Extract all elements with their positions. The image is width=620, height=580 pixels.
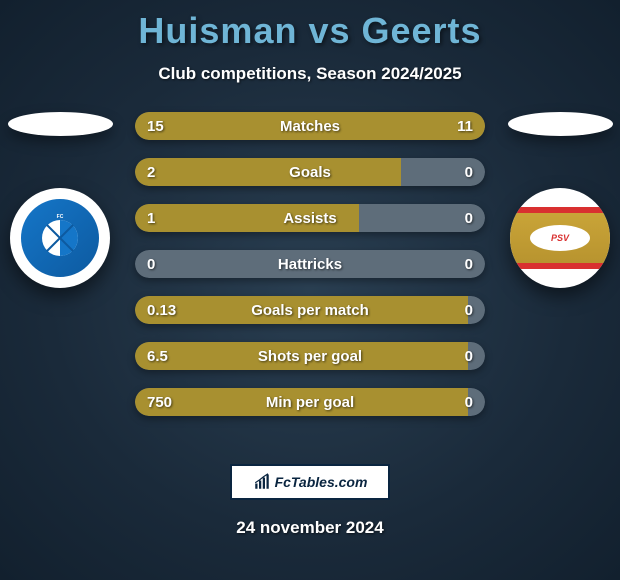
stat-row: Assists1 0 xyxy=(135,204,485,232)
player-left-badge: FC xyxy=(10,188,110,288)
player-right-column: PSV xyxy=(500,112,620,288)
player-right-badge: PSV xyxy=(510,188,610,288)
stat-row: Matches15 11 xyxy=(135,112,485,140)
svg-text:FC: FC xyxy=(57,214,64,220)
stat-value-left: 6.5 xyxy=(147,342,168,370)
stat-value-left: 750 xyxy=(147,388,172,416)
stat-value-right: 0 xyxy=(465,342,473,370)
comparison-main: FC PSV Matches1511Goals20Assists10Hattri… xyxy=(0,112,620,442)
fctables-logo[interactable]: FcTables.com xyxy=(230,464,390,500)
stat-label: Shots per goal xyxy=(135,342,485,370)
stat-value-right: 11 xyxy=(457,112,473,140)
fctables-logo-text: FcTables.com xyxy=(275,474,368,490)
stat-value-left: 0 xyxy=(147,250,155,278)
fc-eindhoven-badge-icon: FC xyxy=(17,195,103,281)
player-left-column: FC xyxy=(0,112,120,288)
psv-badge-text: PSV xyxy=(530,225,590,251)
stat-row: Shots per goal6.5 0 xyxy=(135,342,485,370)
stat-row: Min per goal750 0 xyxy=(135,388,485,416)
date-label: 24 november 2024 xyxy=(0,518,620,538)
player-right-platform xyxy=(508,112,613,136)
stat-value-right: 0 xyxy=(465,388,473,416)
stat-value-right: 0 xyxy=(465,250,473,278)
chart-icon xyxy=(253,473,271,491)
stat-label: Min per goal xyxy=(135,388,485,416)
stat-label: Goals xyxy=(135,158,485,186)
stat-label: Assists xyxy=(135,204,485,232)
stat-value-left: 0.13 xyxy=(147,296,176,324)
stat-row: Goals per match0.13 0 xyxy=(135,296,485,324)
stat-value-right: 0 xyxy=(465,296,473,324)
stat-label: Hattricks xyxy=(135,250,485,278)
subtitle: Club competitions, Season 2024/2025 xyxy=(0,64,620,84)
psv-badge-icon: PSV xyxy=(510,207,610,269)
stat-row: Goals2 0 xyxy=(135,158,485,186)
stat-row: Hattricks0 0 xyxy=(135,250,485,278)
stat-value-right: 0 xyxy=(465,158,473,186)
stat-label: Goals per match xyxy=(135,296,485,324)
comparison-bars: Matches1511Goals20Assists10Hattricks00Go… xyxy=(135,112,485,416)
stat-value-left: 1 xyxy=(147,204,155,232)
stat-label: Matches xyxy=(135,112,485,140)
stat-value-right: 0 xyxy=(465,204,473,232)
page-title: Huisman vs Geerts xyxy=(0,0,620,52)
stat-value-left: 15 xyxy=(147,112,164,140)
stat-value-left: 2 xyxy=(147,158,155,186)
player-left-platform xyxy=(8,112,113,136)
